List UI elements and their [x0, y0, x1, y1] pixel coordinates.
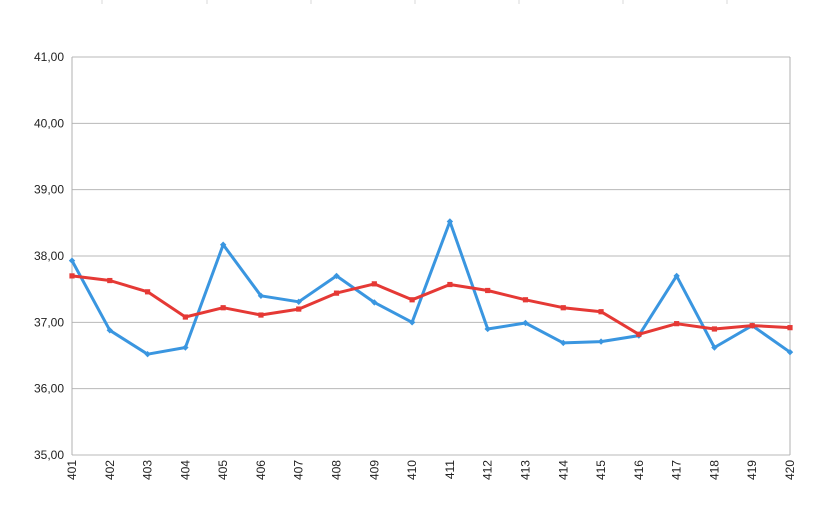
data-point [333, 272, 340, 280]
data-point [597, 338, 605, 345]
data-point [787, 325, 793, 331]
data-point [371, 281, 377, 287]
series-1 [68, 218, 794, 358]
data-point [409, 297, 415, 303]
x-tick-label: 404 [178, 460, 192, 480]
series-line [70, 220, 792, 356]
data-point [484, 325, 491, 333]
y-tick-label: 35,00 [34, 448, 64, 462]
y-tick-label: 40,00 [34, 116, 64, 130]
axes [71, 57, 791, 455]
data-point [69, 273, 75, 279]
data-point [711, 344, 718, 351]
x-tick-label: 420 [783, 460, 797, 480]
data-point [144, 350, 151, 358]
data-point [446, 218, 454, 225]
data-point [786, 348, 794, 356]
data-point [598, 309, 604, 315]
series-line [70, 274, 792, 336]
x-tick-labels: 401 402 403 404 405 406 407 408 409 410 411 412 413 4… [65, 460, 797, 480]
data-point [485, 287, 491, 294]
data-point [447, 281, 453, 288]
x-tick-label: 416 [632, 460, 646, 480]
x-tick-label: 411 [443, 460, 457, 479]
top-edge-ticks [101, 0, 728, 4]
x-tick-label: 419 [745, 460, 759, 480]
x-tick-label: 415 [594, 460, 608, 480]
x-tick-label: 402 [103, 460, 117, 480]
data-point [106, 327, 113, 334]
data-point [522, 319, 529, 327]
data-point [258, 312, 264, 318]
y-tick-label: 38,00 [34, 249, 64, 263]
data-point [560, 339, 567, 347]
data-point [257, 292, 265, 299]
x-tick-label: 407 [292, 460, 306, 480]
data-point [371, 299, 378, 306]
data-point [711, 326, 718, 332]
data-point [560, 305, 566, 311]
x-tick-label: 410 [405, 460, 419, 480]
x-tick-label: 418 [707, 460, 721, 480]
x-tick-label: 414 [556, 460, 570, 480]
data-point [182, 344, 189, 351]
y-tick-label: 41,00 [34, 50, 64, 64]
x-tick-label: 409 [367, 460, 381, 480]
x-tick-label: 417 [670, 460, 684, 480]
x-tick-label: 405 [216, 460, 230, 480]
data-point [636, 331, 642, 337]
x-tick-label: 413 [518, 460, 532, 480]
series-2 [69, 273, 793, 337]
data-point [182, 314, 188, 320]
data-point [522, 297, 529, 303]
x-tick-label: 401 [65, 460, 79, 480]
data-point [219, 241, 227, 248]
y-tick-labels: 35,00 36,00 37,00 38,00 39,00 40,00 41,00 [34, 50, 64, 462]
y-tick-label: 36,00 [34, 382, 64, 396]
y-gridlines [72, 56, 790, 456]
data-point [333, 290, 340, 296]
series-layer [68, 218, 794, 358]
data-point [673, 272, 680, 280]
data-point [749, 323, 755, 329]
data-point [220, 305, 226, 311]
x-tick-label: 408 [330, 460, 344, 480]
data-point [107, 277, 113, 284]
data-point [674, 321, 680, 327]
data-point [144, 289, 151, 295]
data-point [408, 319, 416, 326]
data-point [296, 306, 302, 312]
x-tick-label: 412 [481, 460, 495, 480]
x-tick-label: 406 [254, 460, 268, 480]
data-point [68, 257, 76, 264]
x-tick-label: 403 [141, 460, 155, 480]
data-point [295, 298, 302, 305]
y-tick-label: 37,00 [34, 315, 64, 329]
y-tick-label: 39,00 [34, 183, 64, 197]
